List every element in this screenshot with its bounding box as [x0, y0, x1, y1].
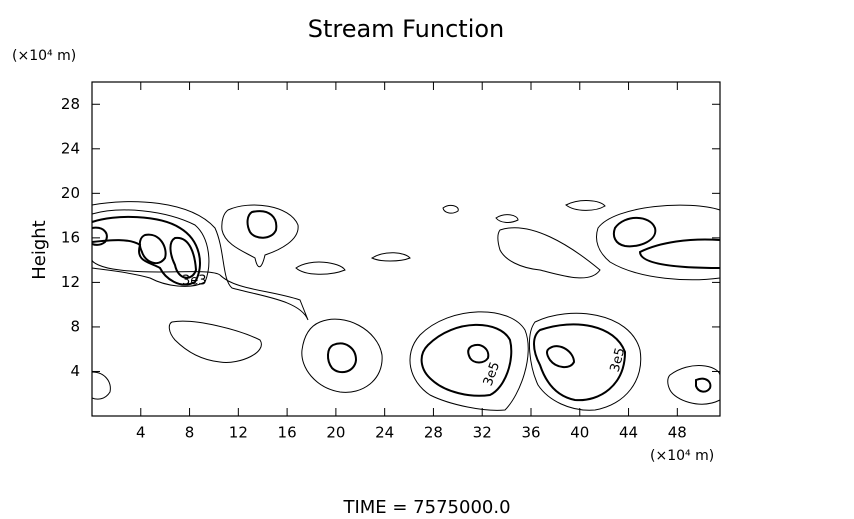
- contour-line: [370, 252, 411, 262]
- x-unit: (×10⁴ m): [650, 448, 714, 464]
- contour-line: [667, 365, 721, 405]
- contour-line: [596, 204, 721, 281]
- chart-title: Stream Function: [308, 15, 505, 43]
- contour-line: [91, 371, 111, 400]
- contour-line: [327, 342, 358, 374]
- contour-line: [442, 204, 459, 214]
- contour-line: [169, 236, 198, 279]
- contour-line: [495, 214, 519, 223]
- contour-line: [221, 204, 299, 268]
- contour-label: 3e5: [608, 346, 629, 374]
- x-tick-label: 8: [185, 424, 195, 442]
- contour-line: [467, 344, 490, 364]
- y-unit: (×10⁴ m): [12, 48, 76, 64]
- y-axis-label: Height: [29, 220, 50, 280]
- contour-line: [497, 227, 601, 279]
- contour-line: [546, 345, 576, 368]
- y-tick-label: 16: [61, 228, 80, 246]
- contour-line: [612, 216, 657, 248]
- footer: TIME = 7575000.0: [342, 497, 510, 518]
- x-tick-label: 48: [668, 424, 687, 442]
- contour-line: [420, 323, 513, 397]
- x-tick-label: 28: [424, 424, 443, 442]
- contour-line: [91, 201, 309, 321]
- contour-line: [695, 377, 712, 393]
- contour-line: [168, 320, 262, 363]
- contour-line: [246, 210, 278, 239]
- contour-line: [295, 261, 346, 275]
- contour-line: [529, 312, 642, 411]
- contour-line: [638, 238, 721, 269]
- contour-line: [301, 318, 383, 393]
- x-tick-label: 36: [521, 424, 540, 442]
- y-tick-label: 28: [61, 95, 80, 113]
- contour-line: [138, 233, 167, 265]
- contour-label: 3e3: [182, 274, 207, 289]
- x-tick-label: 40: [570, 424, 589, 442]
- contour-line: [533, 323, 627, 402]
- contour-line: [91, 209, 210, 287]
- contour-line: [91, 226, 108, 246]
- y-tick-label: 4: [70, 362, 80, 380]
- x-tick-label: 32: [473, 424, 492, 442]
- contours: [91, 200, 721, 411]
- y-tick-label: 12: [61, 273, 80, 291]
- contour-label: 3e5: [481, 360, 503, 388]
- contour-line: [565, 200, 606, 211]
- y-tick-label: 8: [70, 317, 80, 335]
- x-tick-label: 24: [375, 424, 394, 442]
- x-tick-label: 20: [326, 424, 345, 442]
- x-tick-label: 44: [619, 424, 638, 442]
- x-tick-label: 12: [229, 424, 248, 442]
- x-tick-label: 4: [136, 424, 146, 442]
- y-tick-label: 24: [61, 139, 80, 157]
- y-tick-label: 20: [61, 184, 80, 202]
- contour-line: [409, 311, 529, 411]
- plot-frame: [91, 81, 721, 417]
- x-tick-label: 16: [278, 424, 297, 442]
